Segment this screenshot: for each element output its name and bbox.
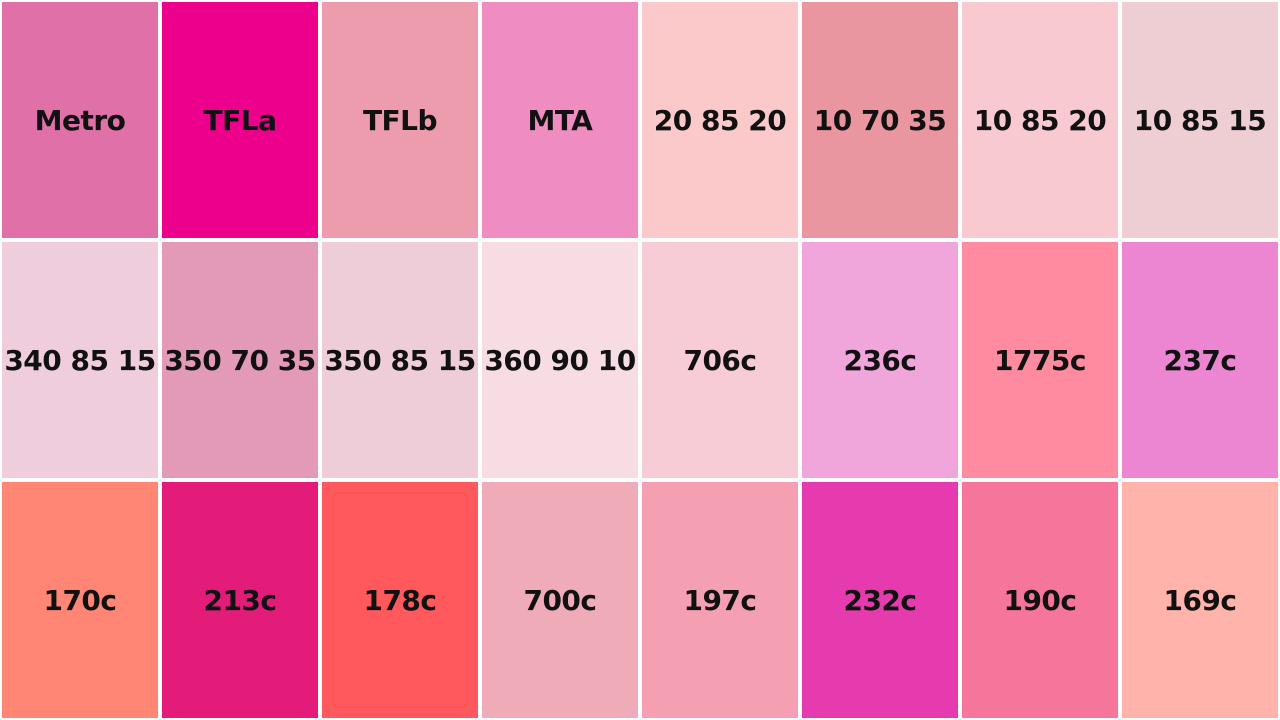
swatch-label: 190c (1003, 583, 1077, 617)
color-swatch: 170c (2, 482, 158, 718)
color-swatch: 340 85 15 (2, 242, 158, 478)
color-swatch: 169c (1122, 482, 1278, 718)
color-swatch: TFLb (322, 2, 478, 238)
color-swatch: 178c (322, 482, 478, 718)
swatch-label: 197c (683, 583, 757, 617)
color-swatch: 236c (802, 242, 958, 478)
swatch-label: 10 85 20 (973, 103, 1107, 137)
swatch-label: Metro (34, 103, 126, 137)
color-swatch: 213c (162, 482, 318, 718)
swatch-label: 340 85 15 (4, 343, 156, 377)
swatch-label: 170c (43, 583, 117, 617)
swatch-label: MTA (527, 103, 593, 137)
swatch-label: 213c (203, 583, 277, 617)
swatch-label: 706c (683, 343, 757, 377)
swatch-label: 360 90 10 (484, 343, 636, 377)
swatch-label: 20 85 20 (653, 103, 787, 137)
swatch-label: 350 70 35 (164, 343, 316, 377)
swatch-label: TFLa (203, 103, 277, 137)
color-swatch: Metro (2, 2, 158, 238)
color-swatch: 237c (1122, 242, 1278, 478)
color-swatch: 232c (802, 482, 958, 718)
color-swatch: 10 85 15 (1122, 2, 1278, 238)
color-swatch: 197c (642, 482, 798, 718)
swatch-label: 169c (1163, 583, 1237, 617)
swatch-label: 236c (843, 343, 917, 377)
color-swatch: 360 90 10 (482, 242, 638, 478)
color-swatch: 10 85 20 (962, 2, 1118, 238)
color-swatch: 350 70 35 (162, 242, 318, 478)
swatch-label: 232c (843, 583, 917, 617)
color-swatch: 350 85 15 (322, 242, 478, 478)
color-swatch: 10 70 35 (802, 2, 958, 238)
color-swatch: MTA (482, 2, 638, 238)
swatch-label: 237c (1163, 343, 1237, 377)
swatch-label: 350 85 15 (324, 343, 476, 377)
swatch-label: 1775c (993, 343, 1087, 377)
color-swatch: 706c (642, 242, 798, 478)
color-swatch: 20 85 20 (642, 2, 798, 238)
swatch-label: 10 85 15 (1133, 103, 1267, 137)
color-swatch: TFLa (162, 2, 318, 238)
swatch-label: TFLb (362, 103, 438, 137)
swatch-label: 700c (523, 583, 597, 617)
swatch-label: 10 70 35 (813, 103, 947, 137)
color-swatch: 1775c (962, 242, 1118, 478)
swatch-label: 178c (363, 583, 437, 617)
color-swatch: 700c (482, 482, 638, 718)
color-swatch: 190c (962, 482, 1118, 718)
